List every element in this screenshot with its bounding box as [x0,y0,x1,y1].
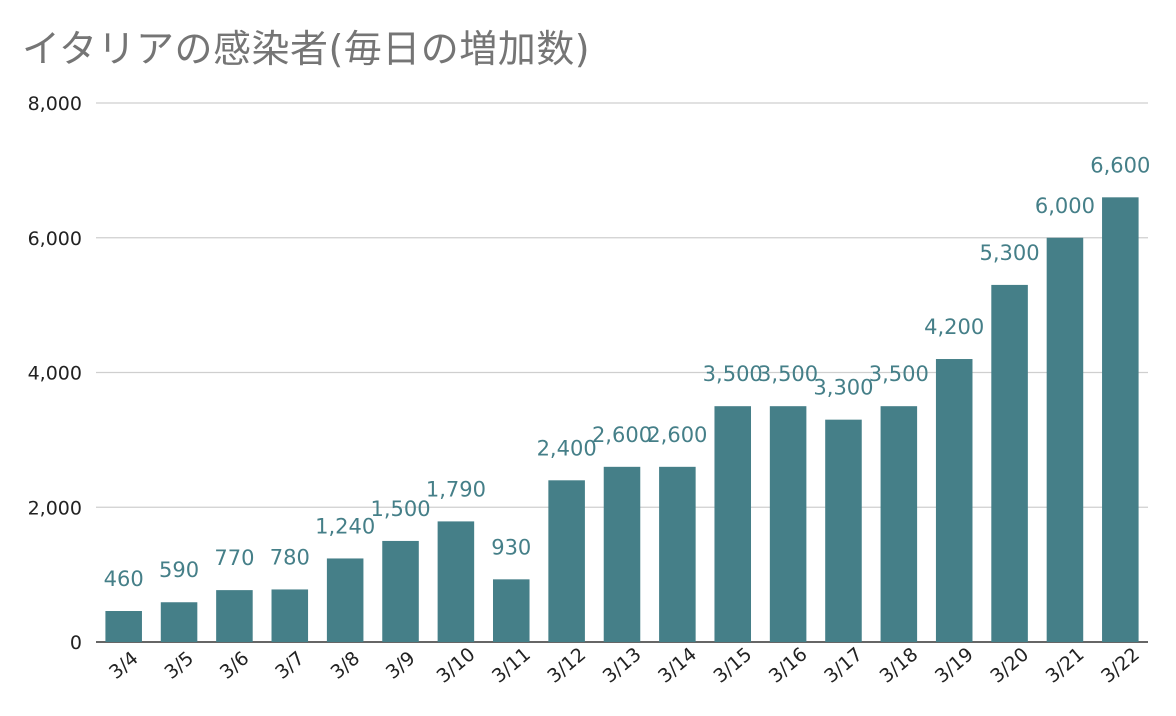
bar [326,558,364,642]
data-label: 5,300 [980,241,1040,265]
x-tick-label: 3/9 [382,647,420,684]
data-label: 4,200 [924,315,984,339]
data-label: 2,400 [537,436,597,460]
x-tick-label: 3/22 [1097,643,1144,687]
bar [1102,197,1139,642]
x-tick-label: 3/7 [271,647,309,684]
bar [935,359,973,642]
bar [548,480,585,642]
x-tick-label: 3/14 [654,643,701,687]
bar [659,466,696,642]
bar [216,590,253,642]
data-label: 590 [159,558,199,582]
bar [492,579,530,642]
bar [160,602,198,642]
bar [271,589,309,642]
x-tick-label: 3/20 [986,643,1033,687]
bar [714,406,752,642]
data-label: 1,500 [370,497,430,521]
data-label: 1,240 [315,514,375,538]
data-label: 3,500 [758,362,818,386]
bar [1046,237,1084,642]
x-tick-label: 3/21 [1042,643,1089,687]
x-tick-label: 3/12 [543,643,590,687]
data-label: 3,500 [869,362,929,386]
data-label: 2,600 [592,423,652,447]
y-tick-label: 6,000 [28,228,82,250]
x-tick-label: 3/4 [105,647,143,684]
y-tick-label: 2,000 [28,497,82,519]
x-tick-label: 3/10 [433,643,480,687]
data-label: 770 [214,546,254,570]
bar [437,521,475,642]
data-label: 6,000 [1035,194,1095,218]
chart-title: イタリアの感染者(毎日の増加数) [22,27,591,71]
x-tick-label: 3/11 [488,643,535,687]
bar [105,611,142,642]
x-tick-label: 3/19 [931,643,978,687]
data-label: 3,500 [703,362,763,386]
data-label: 780 [270,545,310,569]
x-tick-label: 3/17 [820,643,867,687]
data-label: 1,790 [426,477,486,501]
y-tick-label: 0 [70,632,82,654]
x-tick-label: 3/6 [216,647,254,684]
x-tick-label: 3/16 [765,643,812,687]
bar [603,466,641,642]
bar [991,284,1028,642]
x-tick-label: 3/8 [327,647,365,684]
bar [825,419,862,642]
x-tick-label: 3/13 [599,643,646,687]
x-tick-label: 3/15 [709,643,756,687]
x-tick-label: 3/18 [876,643,923,687]
y-tick-label: 8,000 [28,93,82,115]
data-label: 460 [104,567,144,591]
data-label: 3,300 [813,376,873,400]
data-label: 930 [491,535,531,559]
x-tick-label: 3/5 [160,647,198,684]
data-label: 2,600 [647,423,707,447]
y-tick-label: 4,000 [28,363,82,385]
data-label: 6,600 [1090,153,1150,177]
bar [382,540,419,642]
bar [880,406,918,642]
bar [769,406,807,642]
